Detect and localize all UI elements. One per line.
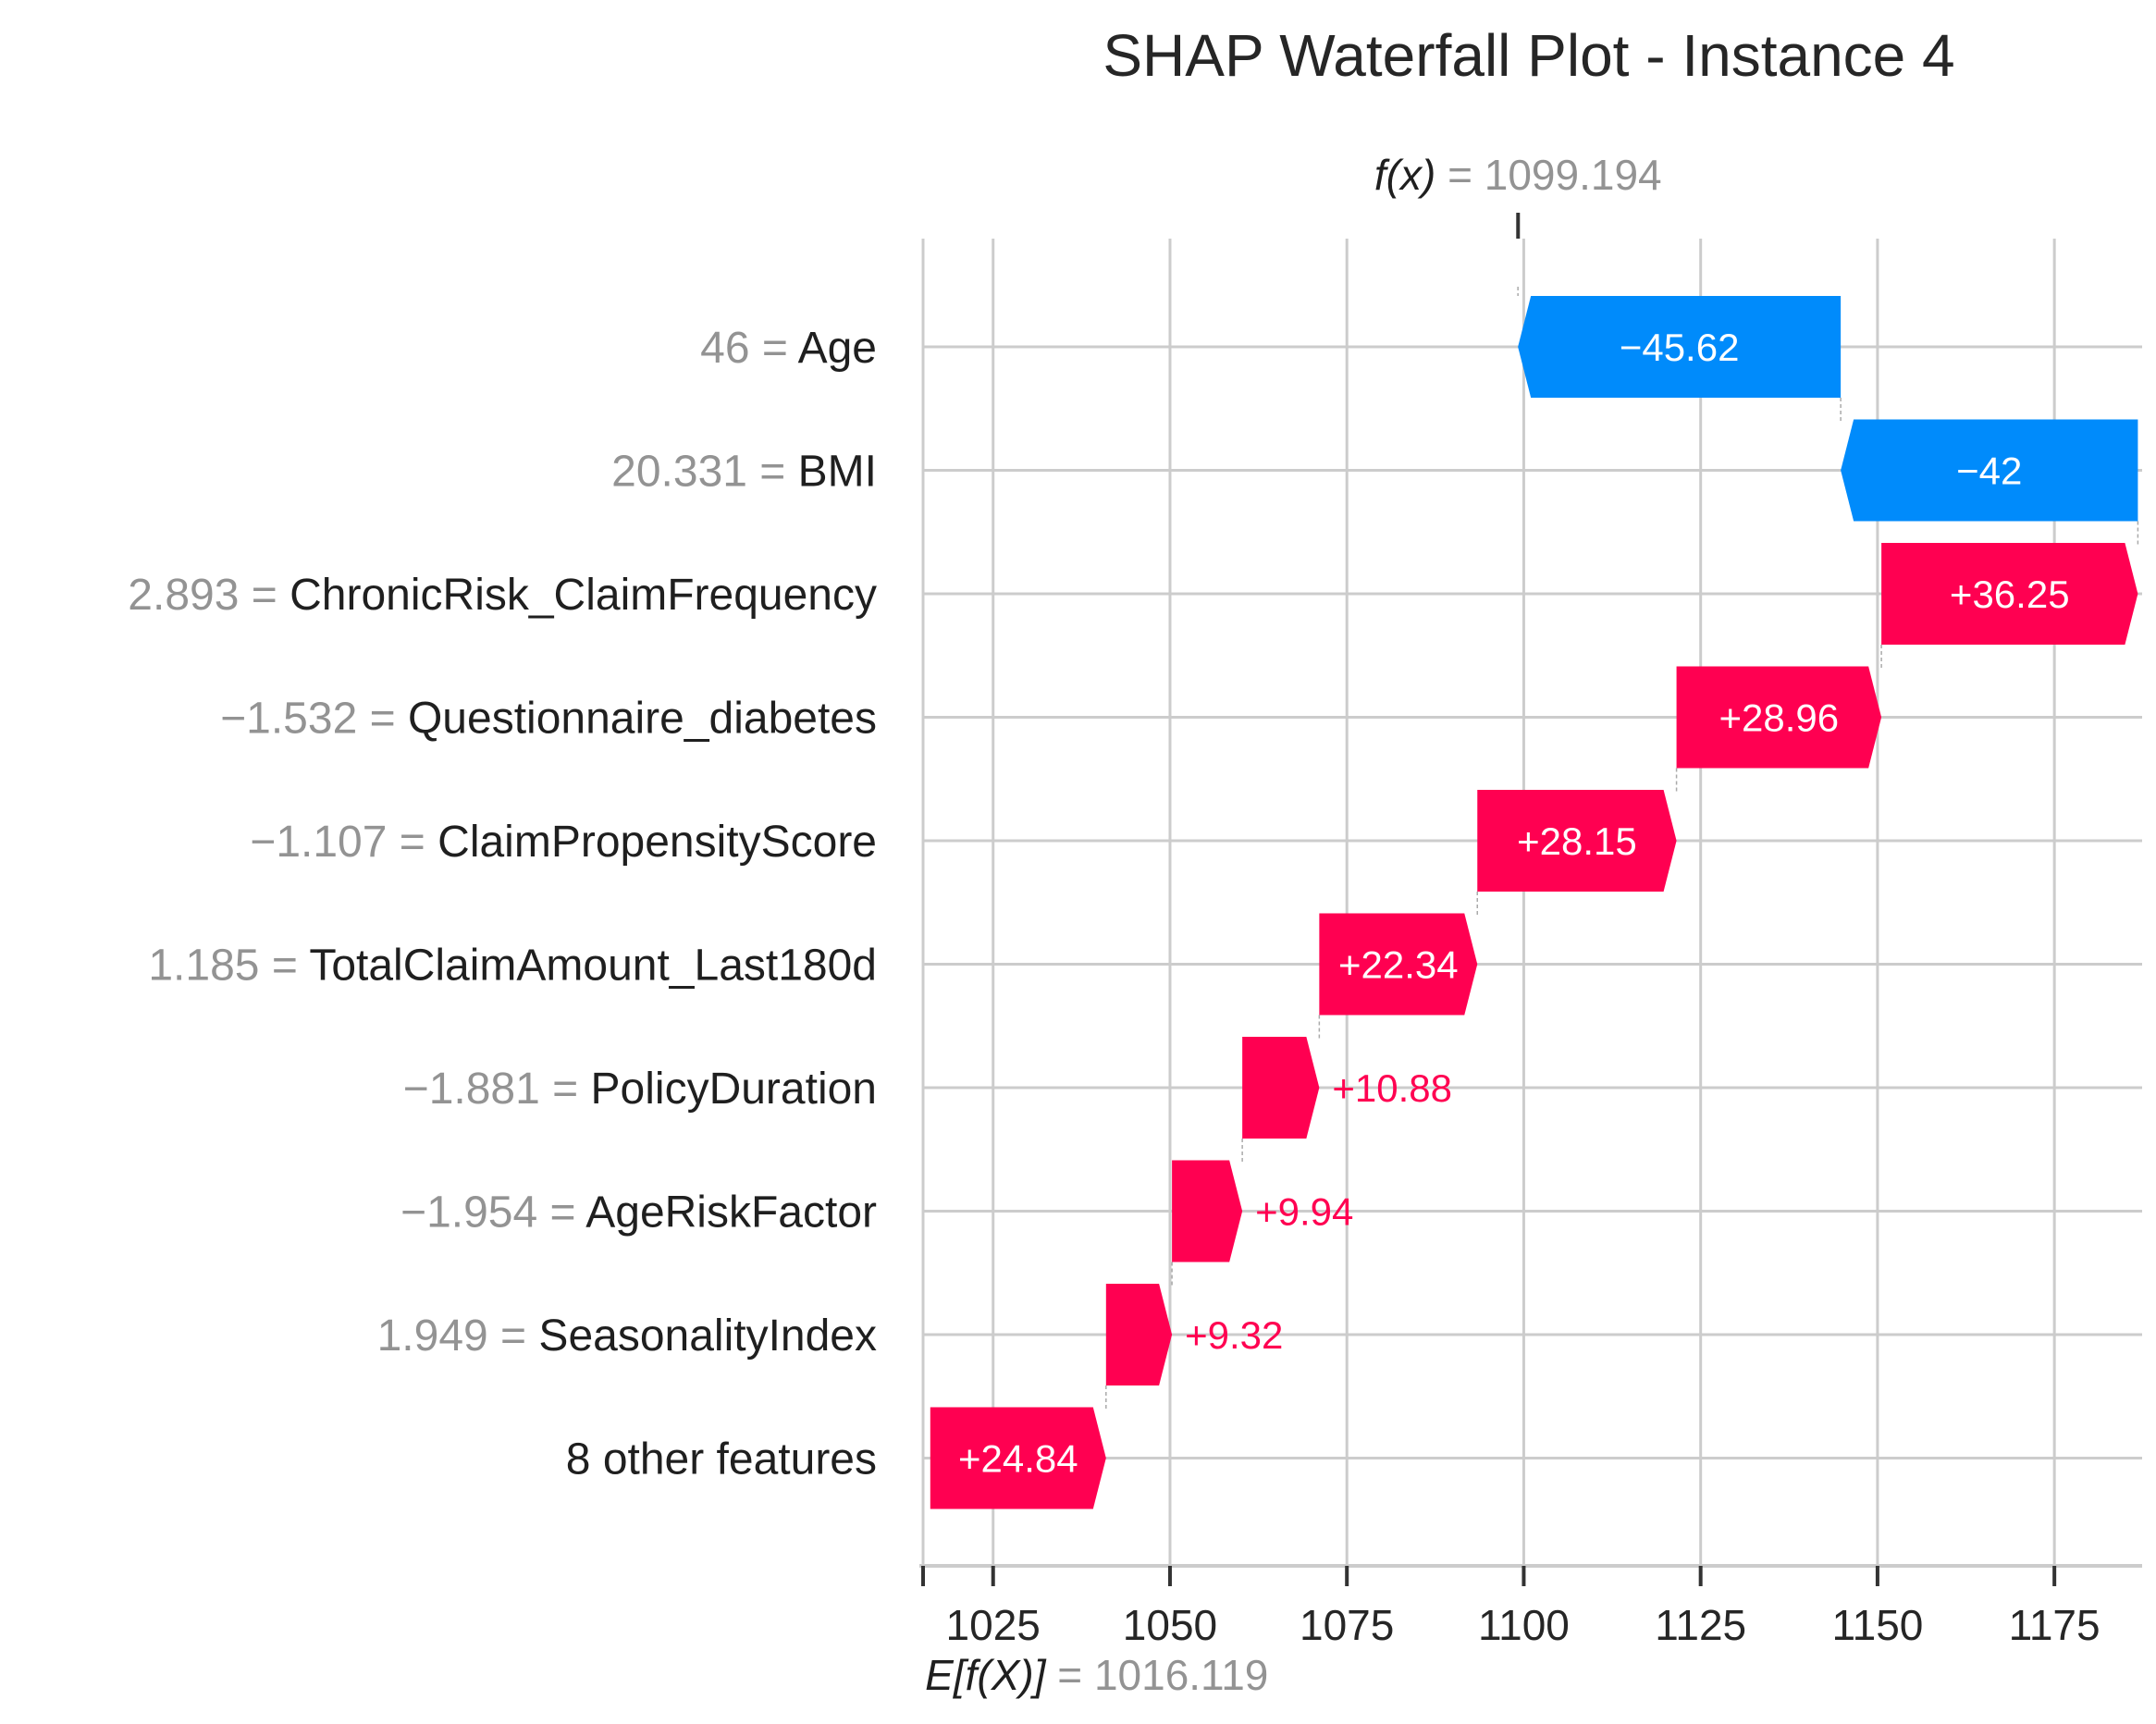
feature-name: AgeRiskFactor [585, 1188, 877, 1238]
feature-name: Age [798, 324, 877, 373]
feature-name: Questionnaire_diabetes [408, 695, 877, 744]
x-tick-label: 1150 [1831, 1601, 1923, 1649]
bar-value-label: +22.34 [1338, 943, 1459, 987]
x-tick-label: 1175 [2009, 1601, 2101, 1649]
bar-5 [1477, 790, 1677, 892]
feature-label: 20.331 = BMI [611, 448, 877, 497]
fx-annotation: f(x) = 1099.194 [1374, 151, 1662, 199]
bar-value-label: +24.84 [958, 1437, 1078, 1481]
feature-label: 46 = Age [700, 324, 877, 373]
feature-name: 8 other features [566, 1435, 877, 1484]
feature-label: −1.107 = ClaimPropensityScore [250, 818, 877, 867]
feature-name: PolicyDuration [591, 1065, 877, 1114]
base-value-annotation: E[f(X)] = 1016.119 [925, 1651, 1268, 1699]
feature-name: ClaimPropensityScore [437, 818, 877, 867]
feature-label: 1.949 = SeasonalityIndex [377, 1311, 877, 1361]
bar-9 [1105, 1284, 1173, 1385]
x-tick-label: 1025 [946, 1601, 1041, 1649]
fx-label: f(x) [1374, 151, 1435, 199]
bar-8 [1172, 1160, 1243, 1262]
x-tick-label: 1100 [1478, 1601, 1570, 1649]
feature-label: −1.532 = Questionnaire_diabetes [220, 695, 877, 744]
feature-name: BMI [798, 448, 877, 497]
bar-3 [1881, 543, 2138, 645]
feature-name: TotalClaimAmount_Last180d [309, 942, 877, 991]
bar-value-label: +28.96 [1719, 696, 1840, 740]
bar-7 [1242, 1037, 1320, 1139]
feature-value: −1.881 = [403, 1065, 591, 1114]
bar-value-label: +9.32 [1185, 1313, 1283, 1357]
bar-value-label: +10.88 [1332, 1066, 1452, 1110]
bar-value-label: +9.94 [1255, 1190, 1353, 1234]
bar-value-label: +36.25 [1950, 573, 2070, 616]
bar-6 [1319, 913, 1478, 1016]
feature-name: ChronicRisk_ClaimFrequency [290, 571, 877, 620]
bar-value-label: +28.15 [1517, 819, 1637, 863]
chart-title: SHAP Waterfall Plot - Instance 4 [1103, 22, 1954, 89]
labels-layer: 1025 1050 1075 1100 1125 1150 1175 f(x) = 1099.… [128, 151, 2100, 1699]
bars-layer [930, 287, 2139, 1509]
feature-label: −1.881 = PolicyDuration [403, 1065, 877, 1114]
grid-layer [919, 213, 2142, 1586]
base-value-value: = 1016.119 [1046, 1651, 1269, 1699]
feature-value: 46 = [700, 324, 797, 373]
feature-value: 1.185 = [148, 942, 309, 991]
x-tick-label: 1050 [1123, 1601, 1217, 1649]
x-tick-label: 1125 [1655, 1601, 1746, 1649]
base-value-label: E[f(X)] [925, 1651, 1047, 1699]
bar-4 [1676, 666, 1882, 769]
feature-label: 8 other features [566, 1435, 877, 1484]
fx-value: = 1099.194 [1435, 151, 1661, 199]
bar-value-label: −45.62 [1620, 326, 1740, 369]
feature-label: 1.185 = TotalClaimAmount_Last180d [148, 942, 877, 991]
feature-value: −1.532 = [220, 695, 408, 744]
feature-value: 1.949 = [377, 1311, 539, 1361]
feature-value: 20.331 = [611, 448, 798, 497]
x-tick-label: 1075 [1300, 1601, 1394, 1649]
bar-2 [1841, 419, 2138, 522]
bar-10 [930, 1407, 1106, 1509]
bar-1 [1518, 296, 1842, 398]
feature-label: −1.954 = AgeRiskFactor [400, 1188, 877, 1238]
feature-name: SeasonalityIndex [538, 1311, 877, 1361]
feature-label: 2.893 = ChronicRisk_ClaimFrequency [128, 571, 877, 620]
bar-value-label: −42 [1956, 449, 2022, 493]
feature-value: −1.954 = [400, 1188, 585, 1238]
feature-value: 2.893 = [128, 571, 290, 620]
feature-value: −1.107 = [250, 818, 437, 867]
